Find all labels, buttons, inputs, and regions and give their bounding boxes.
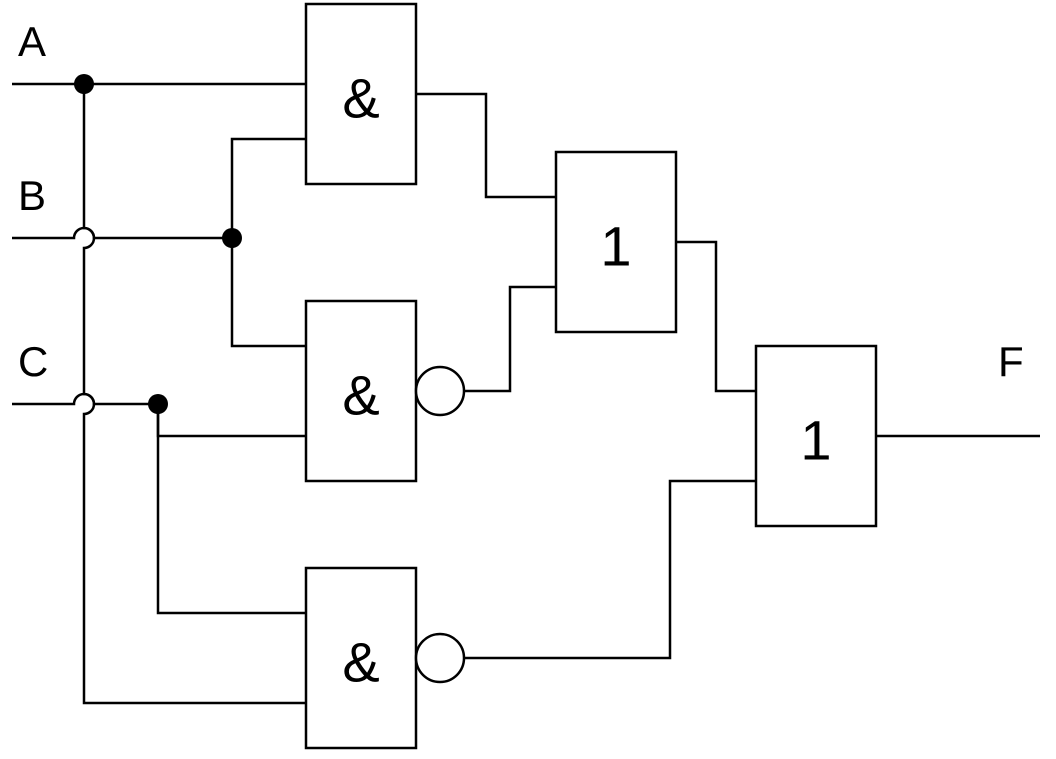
input-label-c: C [18, 338, 48, 385]
wires-group [12, 84, 1040, 703]
junction-C_node [148, 394, 168, 414]
gate-symbol-and1: & [342, 67, 379, 130]
gate-symbol-and2: & [342, 364, 379, 427]
wire-b-main [12, 228, 232, 238]
junction-A_node [74, 74, 94, 94]
wire-b-to-and2 [232, 238, 306, 346]
logic-circuit-diagram: A B C F & & & 1 1 [0, 0, 1056, 759]
wire-or1-to-or2 [676, 242, 756, 391]
wire-and2-to-or1 [464, 287, 556, 391]
junctions-group [74, 74, 242, 414]
input-label-a: A [18, 18, 46, 65]
wire-and1-to-or1 [416, 94, 556, 197]
output-label-f: F [998, 338, 1024, 385]
wire-and3-to-or2 [464, 481, 756, 658]
wire-a-to-and3 [84, 84, 306, 703]
input-label-b: B [18, 172, 46, 219]
inversion-bubble-and3 [416, 634, 464, 682]
gate-symbol-or1: 1 [600, 215, 631, 278]
junction-B_node [222, 228, 242, 248]
inversion-bubble-and2 [416, 367, 464, 415]
wire-b-to-and1 [232, 139, 306, 238]
wire-c-to-and2 [158, 404, 306, 436]
gate-symbol-and3: & [342, 631, 379, 694]
gate-symbol-or2: 1 [800, 409, 831, 472]
wire-c-main-left [12, 394, 158, 404]
gates-group: & & & 1 1 [306, 4, 876, 748]
